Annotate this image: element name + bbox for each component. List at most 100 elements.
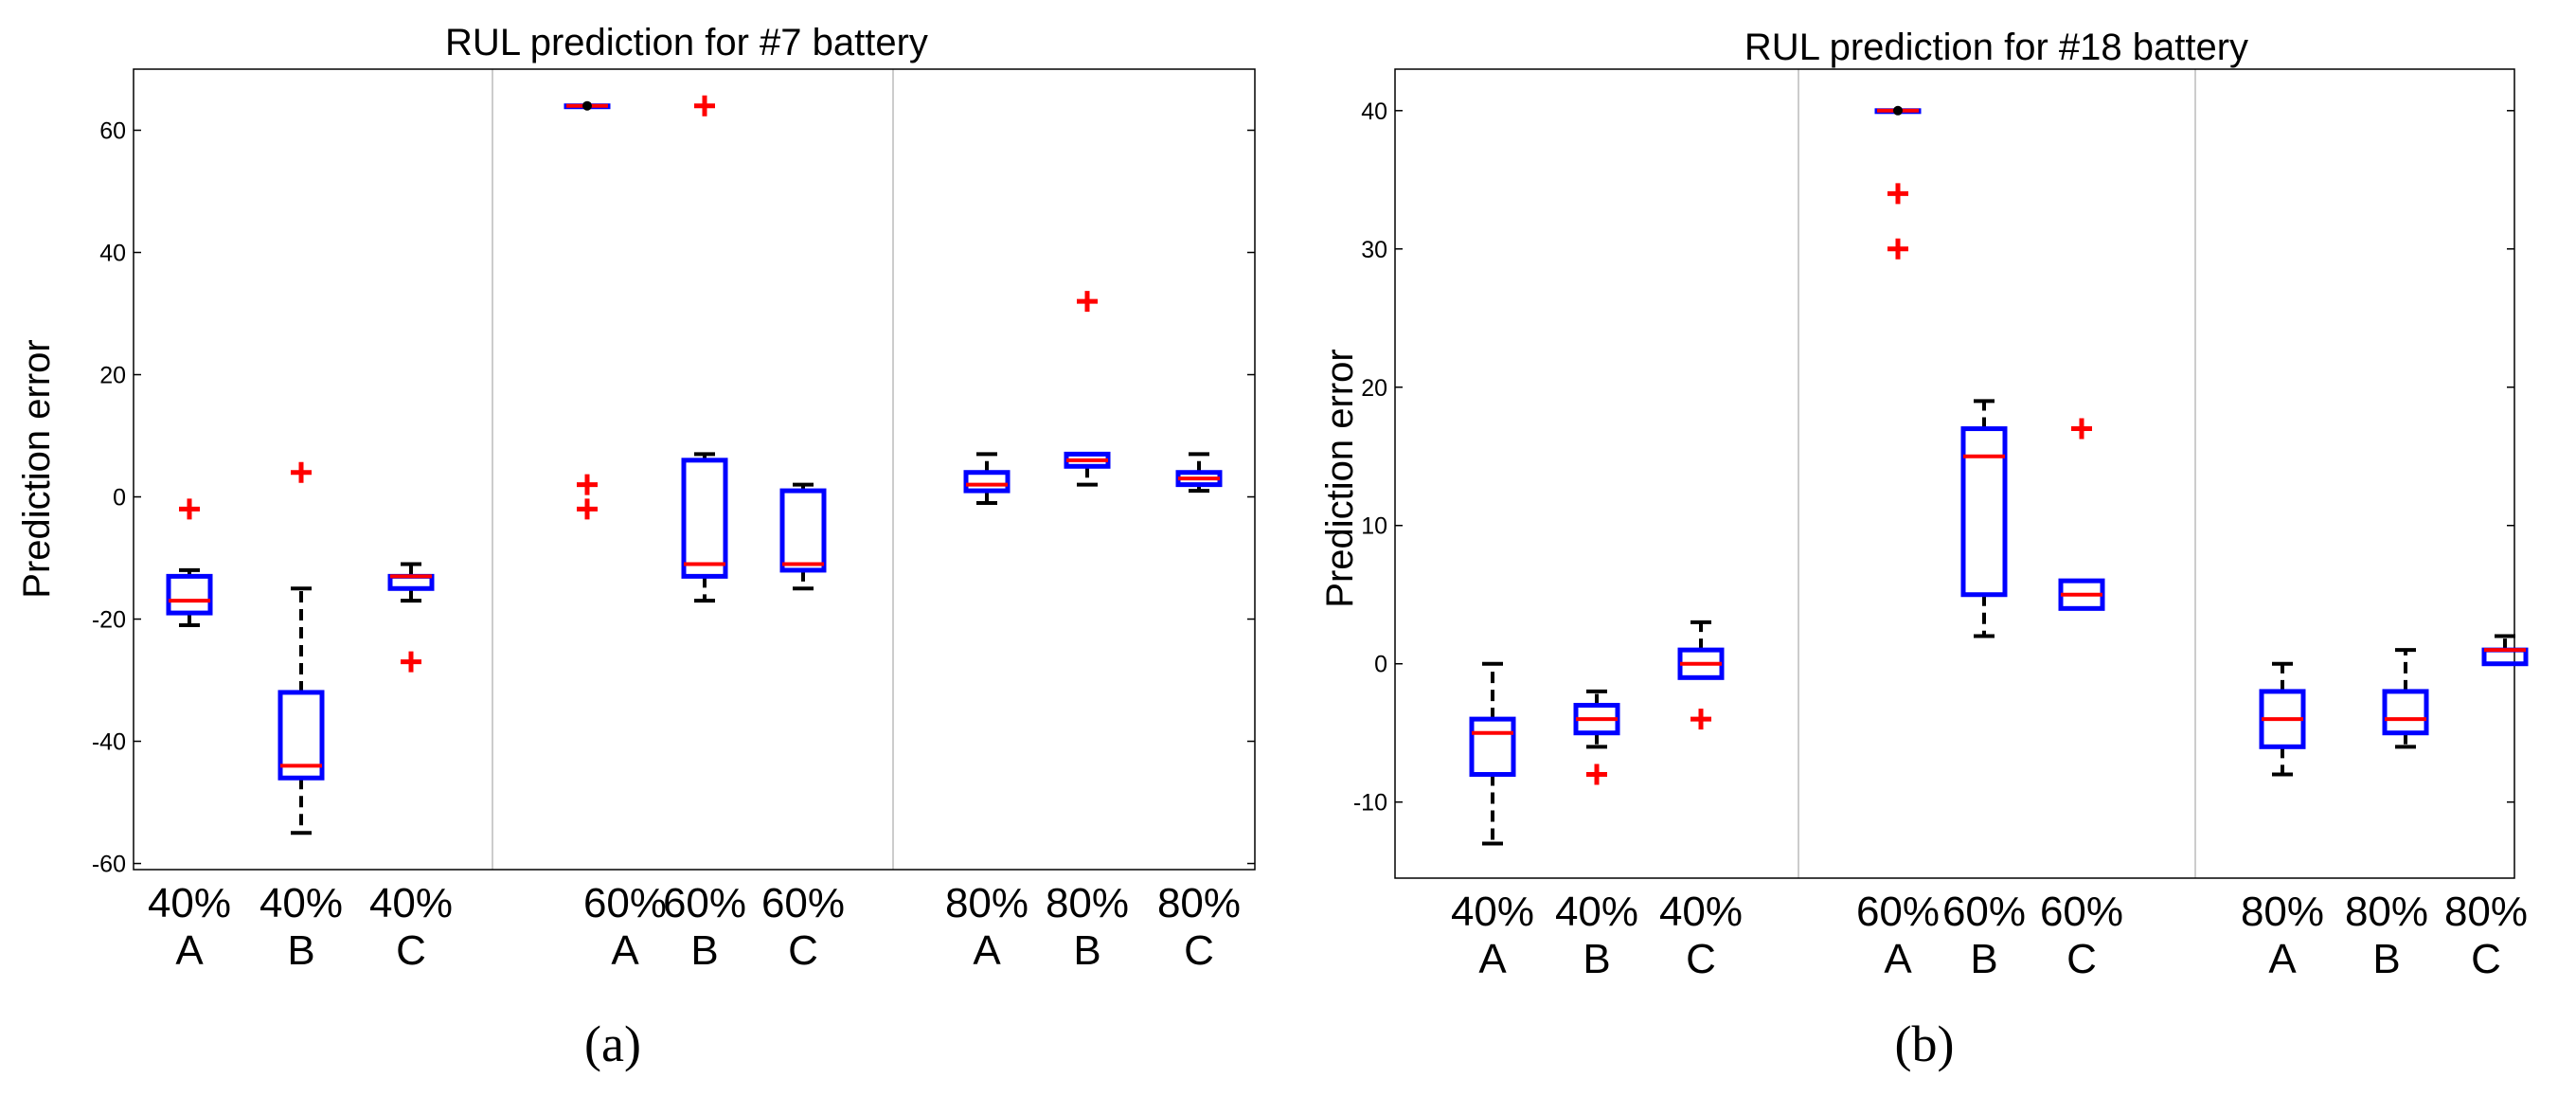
box-plot <box>1064 291 1111 487</box>
box-plot <box>2481 634 2529 667</box>
box-iqr <box>277 690 325 781</box>
category-label-method: C <box>2066 936 2097 982</box>
category-label-pct: 60% <box>663 880 746 926</box>
box-plot <box>1573 689 1620 785</box>
y-tick-label: 20 <box>1361 375 1387 402</box>
category-label-method: B <box>690 927 718 974</box>
outlier-marker <box>577 474 598 495</box>
box-plot <box>277 461 325 835</box>
category-label-pct: 40% <box>369 880 453 926</box>
box-plot <box>2259 661 2306 777</box>
category-label-method: A <box>1884 936 1912 982</box>
box-iqr <box>963 470 1011 494</box>
outlier-marker <box>694 95 715 117</box>
box-iqr <box>681 458 728 579</box>
category-label-pct: 60% <box>583 880 667 926</box>
outlier-marker <box>401 651 421 673</box>
y-tick-label: -60 <box>92 852 126 878</box>
outlier-marker <box>577 498 598 520</box>
box-iqr <box>1960 426 2008 598</box>
category-label-method: C <box>2471 936 2501 982</box>
y-axis-label: Prediction error <box>1319 349 1361 607</box>
box-plot <box>564 100 611 520</box>
box-plot <box>1469 661 1516 846</box>
category-label-pct: 40% <box>1451 889 1534 935</box>
y-tick-label: 40 <box>1361 99 1387 125</box>
outlier-marker <box>179 498 200 520</box>
box-plot <box>387 562 435 673</box>
y-tick-label: -10 <box>1353 790 1387 817</box>
category-label-pct: 80% <box>1046 880 1129 926</box>
y-tick-label: -40 <box>92 729 126 756</box>
box-plot <box>2058 418 2105 611</box>
category-label-method: C <box>1686 936 1716 982</box>
category-label-method: B <box>1073 927 1100 974</box>
outlier-marker <box>2071 418 2092 440</box>
category-label-pct: 80% <box>1157 880 1241 926</box>
box-plot <box>1175 452 1223 494</box>
box-plot <box>779 482 827 591</box>
chart-b: -10 0 10 20 30 40 RUL prediction for #18 batte… <box>1319 27 2529 1072</box>
y-tick-label: 0 <box>113 485 126 512</box>
category-label-pct: 60% <box>1856 889 1940 935</box>
y-axis-label: Prediction error <box>16 339 58 598</box>
outlier-marker <box>1887 238 1908 260</box>
plot-frame <box>1394 68 2515 879</box>
category-label-pct: 80% <box>2345 889 2428 935</box>
box-plot <box>2382 648 2429 749</box>
category-label-method: A <box>175 927 204 974</box>
category-label-pct: 80% <box>945 880 1029 926</box>
category-label-method: B <box>1970 936 1997 982</box>
category-label-method: A <box>1478 936 1507 982</box>
chart-title: RUL prediction for #7 battery <box>445 22 928 63</box>
y-tick-label: 30 <box>1361 237 1387 263</box>
box-plot <box>1960 399 2008 638</box>
y-tick-label: 0 <box>1374 652 1387 678</box>
category-label-method: B <box>2372 936 2400 982</box>
outlier-marker <box>1586 764 1607 785</box>
category-label-pct: 40% <box>259 880 343 926</box>
plot-frame <box>133 68 1256 871</box>
category-label-method: B <box>1583 936 1610 982</box>
box-iqr <box>166 573 213 616</box>
y-tick-label: 60 <box>99 118 126 145</box>
category-label-pct: 80% <box>2444 889 2528 935</box>
outlier-marker <box>1887 183 1908 205</box>
subfigure-caption: (b) <box>1895 1015 1955 1072</box>
subfigure-caption: (a) <box>584 1015 641 1072</box>
box-plot <box>1677 620 1725 730</box>
outlier-marker <box>1077 291 1098 313</box>
outlier-marker <box>1690 709 1711 730</box>
category-label-pct: 60% <box>1942 889 2026 935</box>
category-label-method: A <box>2268 936 2297 982</box>
category-label-method: C <box>1184 927 1214 974</box>
y-tick-label: 10 <box>1361 513 1387 540</box>
category-label-method: A <box>611 927 639 974</box>
category-label-pct: 40% <box>148 880 231 926</box>
box-plot <box>166 498 213 627</box>
category-label-pct: 80% <box>2241 889 2324 935</box>
box-iqr <box>2382 689 2429 736</box>
category-label-method: C <box>788 927 818 974</box>
category-label-pct: 40% <box>1555 889 1638 935</box>
category-label-pct: 40% <box>1659 889 1743 935</box>
box-plot <box>963 452 1011 505</box>
box-plot <box>1874 105 1922 260</box>
outlier-marker <box>291 461 312 483</box>
box-iqr <box>2481 647 2529 667</box>
category-label-method: B <box>287 927 314 974</box>
category-label-method: A <box>973 927 1001 974</box>
chart-a: -60 -40 -20 0 20 40 60 RUL prediction for #7 ba… <box>16 22 1256 1072</box>
y-tick-label: -20 <box>92 607 126 634</box>
category-label-method: C <box>396 927 426 974</box>
category-label-pct: 60% <box>761 880 845 926</box>
box-iqr <box>1469 716 1516 778</box>
y-tick-label: 20 <box>99 363 126 389</box>
box-plot <box>681 95 728 603</box>
y-tick-label: 40 <box>99 241 126 267</box>
chart-title: RUL prediction for #18 battery <box>1744 27 2248 68</box>
box-iqr <box>779 488 827 573</box>
collapsed-box-dot <box>582 100 592 111</box>
collapsed-box-dot <box>1893 105 1903 116</box>
